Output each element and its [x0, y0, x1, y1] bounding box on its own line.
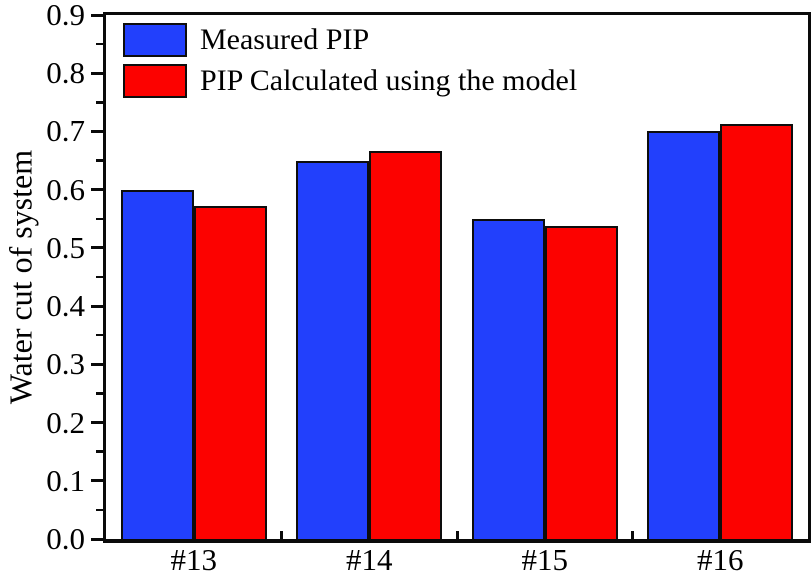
bar-15-calculated	[544, 226, 618, 539]
y-minor-tick	[96, 217, 103, 221]
y-minor-tick	[96, 333, 103, 337]
y-minor-tick	[96, 450, 103, 453]
legend: Measured PIP PIP Calculated using the mod…	[123, 22, 577, 99]
y-major-tick	[91, 71, 103, 75]
y-major-tick	[91, 479, 103, 483]
bar-14-measured	[296, 161, 370, 539]
y-major-tick	[91, 188, 103, 192]
bar-15-measured	[471, 219, 545, 539]
y-tick-label: 0.0	[46, 521, 85, 556]
y-minor-tick	[96, 508, 103, 512]
y-major-tick	[91, 246, 103, 250]
y-tick-label: 0.5	[46, 229, 85, 265]
plot-area: Measured PIP PIP Calculated using the mod…	[103, 12, 811, 543]
bar-13-measured	[120, 190, 194, 539]
y-tick-label: 0.3	[46, 346, 85, 382]
y-minor-tick	[96, 392, 103, 395]
x-category-label: #16	[697, 542, 744, 577]
y-tick-label: 0.8	[46, 55, 85, 91]
y-tick-label: 0.6	[46, 171, 85, 207]
y-minor-tick	[96, 159, 103, 162]
legend-label: PIP Calculated using the model	[200, 64, 578, 97]
x-boundary-tick	[455, 531, 459, 539]
bar-13-calculated	[193, 206, 267, 539]
y-major-tick	[91, 13, 103, 17]
y-tick-label: 0.7	[46, 113, 85, 149]
bar-14-calculated	[369, 151, 443, 539]
y-major-tick	[91, 129, 103, 133]
legend-label: Measured PIP	[200, 23, 370, 56]
bar-16-measured	[647, 131, 721, 539]
y-tick-label: 0.1	[46, 462, 85, 498]
y-major-tick	[91, 304, 103, 308]
y-minor-tick	[96, 101, 103, 104]
y-minor-tick	[96, 42, 103, 46]
y-major-tick	[91, 362, 103, 366]
x-category-label: #15	[521, 542, 569, 577]
y-tick-label: 0.2	[46, 404, 85, 440]
legend-item: PIP Calculated using the model	[123, 63, 577, 99]
y-major-tick	[91, 537, 103, 541]
x-boundary-tick	[631, 531, 634, 539]
y-tick-label: 0.4	[46, 288, 85, 324]
legend-item: Measured PIP	[123, 22, 577, 58]
x-category-label: #13	[170, 542, 218, 577]
x-category-label: #14	[346, 542, 393, 577]
y-tick-label: 0.9	[46, 0, 85, 32]
legend-swatch-calculated	[123, 64, 187, 98]
x-boundary-tick	[280, 531, 283, 539]
legend-swatch-measured	[123, 23, 187, 57]
bar-16-calculated	[720, 124, 794, 539]
y-minor-tick	[96, 275, 103, 279]
y-major-tick	[91, 421, 103, 425]
